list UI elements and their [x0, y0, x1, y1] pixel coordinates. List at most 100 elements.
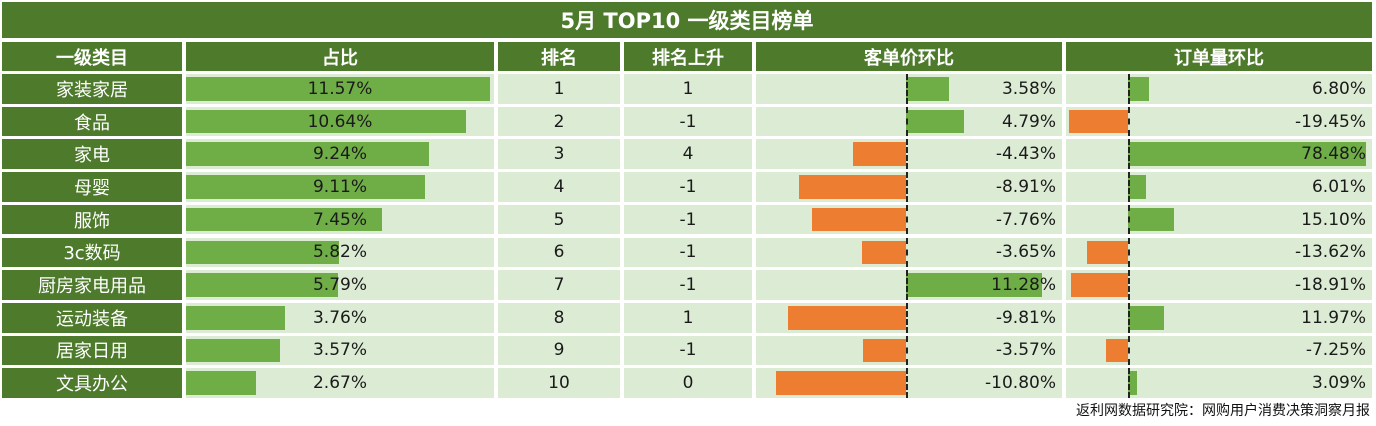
orders-bar — [1128, 142, 1366, 167]
orders-zero-line — [1128, 302, 1130, 333]
aov-bar — [798, 175, 906, 199]
share-cell: 5.79% — [186, 270, 494, 300]
category-cell: 家电 — [2, 139, 182, 170]
share-bar — [186, 109, 466, 134]
category-cell: 厨房家电用品 — [2, 270, 182, 300]
orders-label: -7.25% — [1305, 340, 1366, 361]
share-bar — [186, 175, 426, 199]
header-rank: 排名 — [498, 42, 620, 71]
aov-bar — [862, 338, 906, 363]
rank-change-cell: -1 — [624, 335, 752, 366]
orders-label: 78.48% — [1301, 144, 1366, 165]
aov-bar — [787, 305, 906, 330]
rank-change-cell: 4 — [624, 139, 752, 170]
rank-change-label: -1 — [679, 111, 697, 132]
rank-label: 3 — [553, 144, 565, 165]
category-cell: 运动装备 — [2, 302, 182, 333]
share-cell: 9.11% — [186, 172, 494, 202]
orders-zero-line — [1128, 172, 1130, 202]
header-category: 一级类目 — [2, 42, 182, 71]
rank-change-cell: -1 — [624, 204, 752, 235]
aov-bar — [906, 273, 1042, 297]
share-cell: 2.67% — [186, 368, 494, 398]
aov-zero-line — [906, 74, 908, 104]
aov-bar — [775, 371, 906, 395]
rank-change-label: 1 — [682, 78, 694, 99]
rank-change-label: -1 — [679, 340, 697, 361]
aov-bar — [906, 109, 964, 134]
orders-zero-line — [1128, 204, 1130, 235]
aov-label: 4.79% — [1001, 111, 1056, 132]
orders-zero-line — [1128, 335, 1130, 366]
orders-zero-line — [1128, 237, 1130, 268]
aov-label: 3.58% — [1001, 78, 1056, 99]
rank-change-cell: -1 — [624, 270, 752, 300]
share-label: 7.45% — [312, 209, 367, 230]
orders-label: -19.45% — [1295, 111, 1366, 132]
share-label: 5.79% — [312, 275, 367, 296]
share-bar — [186, 338, 280, 363]
share-bar — [186, 207, 382, 232]
aov-bar — [852, 142, 906, 167]
rank-change-label: -1 — [679, 275, 697, 296]
rank-cell: 3 — [498, 139, 620, 170]
aov-zero-line — [906, 302, 908, 333]
orders-label: -18.91% — [1295, 275, 1366, 296]
category-cell: 服饰 — [2, 204, 182, 235]
share-bar — [186, 240, 339, 265]
orders-cell: 3.09% — [1066, 368, 1372, 398]
category-cell: 家装家居 — [2, 74, 182, 104]
rank-change-cell: 1 — [624, 74, 752, 104]
share-cell: 3.57% — [186, 335, 494, 366]
rank-change-label: 1 — [682, 307, 694, 328]
rank-cell: 8 — [498, 302, 620, 333]
aov-cell: -7.76% — [756, 204, 1062, 235]
rank-change-cell: 0 — [624, 368, 752, 398]
orders-zero-line — [1128, 74, 1130, 104]
category-cell: 食品 — [2, 106, 182, 137]
aov-zero-line — [906, 204, 908, 235]
rank-cell: 5 — [498, 204, 620, 235]
rank-label: 8 — [553, 307, 565, 328]
rank-label: 10 — [548, 373, 570, 394]
rank-cell: 4 — [498, 172, 620, 202]
header-aov-change: 客单价环比 — [756, 42, 1062, 71]
table-title: 5月 TOP10 一级类目榜单 — [2, 2, 1372, 38]
aov-bar — [812, 207, 906, 232]
share-bar — [186, 273, 339, 297]
orders-label: 6.80% — [1311, 78, 1366, 99]
orders-bar — [1070, 273, 1128, 297]
aov-cell: -3.57% — [756, 335, 1062, 366]
orders-cell: 6.01% — [1066, 172, 1372, 202]
share-label: 2.67% — [312, 373, 367, 394]
orders-bar — [1128, 305, 1165, 330]
orders-label: -13.62% — [1295, 242, 1366, 263]
rank-change-cell: 1 — [624, 302, 752, 333]
orders-cell: -18.91% — [1066, 270, 1372, 300]
share-label: 9.24% — [312, 144, 367, 165]
rank-change-label: -1 — [679, 242, 697, 263]
aov-label: -4.43% — [995, 144, 1056, 165]
share-label: 5.82% — [312, 242, 367, 263]
share-cell: 7.45% — [186, 204, 494, 235]
aov-cell: -4.43% — [756, 139, 1062, 170]
orders-label: 3.09% — [1311, 373, 1366, 394]
orders-bar — [1069, 109, 1128, 134]
header-orders-change: 订单量环比 — [1066, 42, 1372, 71]
orders-cell: -7.25% — [1066, 335, 1372, 366]
rank-change-label: 0 — [682, 373, 694, 394]
share-bar — [186, 77, 490, 101]
share-label: 3.57% — [312, 340, 367, 361]
category-cell: 居家日用 — [2, 335, 182, 366]
aov-zero-line — [906, 237, 908, 268]
share-cell: 11.57% — [186, 74, 494, 104]
aov-zero-line — [906, 335, 908, 366]
share-bar — [186, 371, 257, 395]
rank-change-label: 4 — [682, 144, 694, 165]
share-cell: 3.76% — [186, 302, 494, 333]
aov-label: -3.65% — [995, 242, 1056, 263]
aov-cell: 3.58% — [756, 74, 1062, 104]
aov-cell: 11.28% — [756, 270, 1062, 300]
orders-cell: 6.80% — [1066, 74, 1372, 104]
aov-label: -3.57% — [995, 340, 1056, 361]
